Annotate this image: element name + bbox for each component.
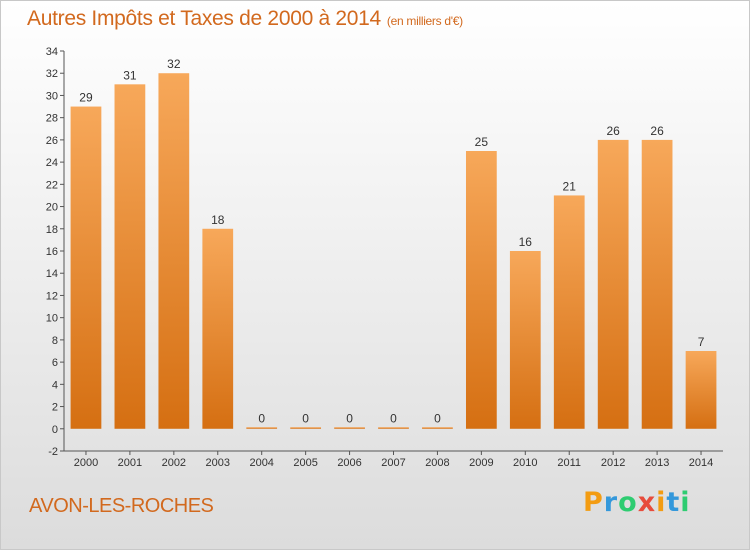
bar-2008: [422, 427, 453, 429]
location-name: AVON-LES-ROCHES: [29, 495, 214, 517]
bar-value-label: 25: [475, 135, 489, 149]
bar-2007: [378, 427, 409, 429]
bar-value-label: 26: [606, 124, 620, 138]
y-tick-label: 16: [46, 246, 58, 258]
bar-value-label: 21: [563, 179, 577, 193]
y-tick-label: 6: [52, 357, 58, 369]
logo-letter: x: [637, 487, 657, 518]
y-tick-label: 18: [46, 224, 58, 236]
y-tick-label: 22: [46, 179, 58, 191]
x-tick-label: 2007: [381, 457, 405, 469]
y-tick-label: -2: [48, 446, 58, 458]
x-tick-label: 2004: [249, 457, 273, 469]
bar-value-label: 0: [346, 411, 353, 425]
proxiti-logo[interactable]: Proxiti: [583, 487, 691, 518]
bar-2013: [641, 139, 673, 429]
bar-2002: [158, 73, 190, 429]
bar-2000: [70, 106, 102, 429]
value-labels: 29 31 32 18 0 0 0 0 0 25 16 21 26 26 7: [79, 57, 704, 425]
bar-value-label: 7: [698, 335, 705, 349]
bar-2009: [465, 151, 497, 429]
bars: [70, 73, 717, 429]
chart-title: Autres Impôts et Taxes de 2000 à 2014 (en…: [27, 7, 463, 31]
y-tick-label: 12: [46, 290, 58, 302]
bar-2003: [202, 228, 234, 429]
logo-letter: r: [603, 487, 619, 518]
y-tick-label: 2: [52, 402, 58, 414]
logo-letter: i: [680, 487, 691, 518]
bar-value-label: 18: [211, 213, 225, 227]
y-tick-label: 24: [46, 157, 58, 169]
x-axis: 2000 2001 2002 2003 2004 2005 2006 2007 2008 2009…: [64, 450, 723, 469]
bar-2006: [334, 427, 365, 429]
logo-letter: P: [583, 487, 604, 518]
x-tick-label: 2008: [425, 457, 449, 469]
bar-value-label: 0: [302, 411, 309, 425]
y-tick-label: 32: [46, 68, 58, 80]
bar-value-label: 16: [519, 235, 533, 249]
y-tick-label: 26: [46, 135, 58, 147]
x-tick-label: 2013: [645, 457, 669, 469]
bar-2004: [246, 427, 278, 429]
bar-value-label: 31: [123, 68, 137, 82]
y-tick-label: 4: [52, 379, 58, 391]
logo-letter: i: [656, 487, 667, 518]
x-tick-label: 2011: [557, 457, 581, 469]
logo-letter: o: [618, 487, 638, 518]
x-tick-label: 2012: [601, 457, 625, 469]
x-tick-label: 2005: [293, 457, 317, 469]
y-tick-label: 20: [46, 202, 58, 214]
y-tick-label: 10: [46, 313, 58, 325]
bar-value-label: 0: [258, 411, 265, 425]
bar-2012: [597, 139, 629, 429]
y-tick-label: 30: [46, 90, 58, 102]
x-tick-label: 2014: [689, 457, 713, 469]
x-tick-label: 2009: [469, 457, 493, 469]
bar-2011: [553, 195, 585, 429]
bar-value-label: 32: [167, 57, 181, 71]
y-tick-label: 14: [46, 268, 58, 280]
bar-2001: [114, 84, 146, 429]
bar-2005: [290, 427, 322, 429]
bar-value-label: 0: [434, 411, 441, 425]
bar-value-label: 29: [79, 91, 93, 105]
x-tick-label: 2003: [206, 457, 230, 469]
y-tick-label: 28: [46, 113, 58, 125]
x-tick-label: 2010: [513, 457, 537, 469]
bar-2014: [685, 351, 717, 429]
y-tick-label: 8: [52, 335, 58, 347]
logo-letter: t: [666, 487, 681, 518]
bar-value-label: 0: [390, 411, 397, 425]
x-tick-label: 2001: [118, 457, 142, 469]
title-text: Autres Impôts et Taxes de 2000 à 2014: [27, 7, 381, 30]
x-tick-label: 2006: [337, 457, 361, 469]
x-tick-label: 2000: [74, 457, 98, 469]
x-tick-label: 2002: [162, 457, 186, 469]
y-tick-label: 0: [52, 424, 58, 436]
title-unit: (en milliers d'€): [386, 14, 463, 28]
bar-2010: [509, 251, 541, 429]
bar-value-label: 26: [650, 124, 664, 138]
y-tick-label: 34: [46, 46, 58, 58]
